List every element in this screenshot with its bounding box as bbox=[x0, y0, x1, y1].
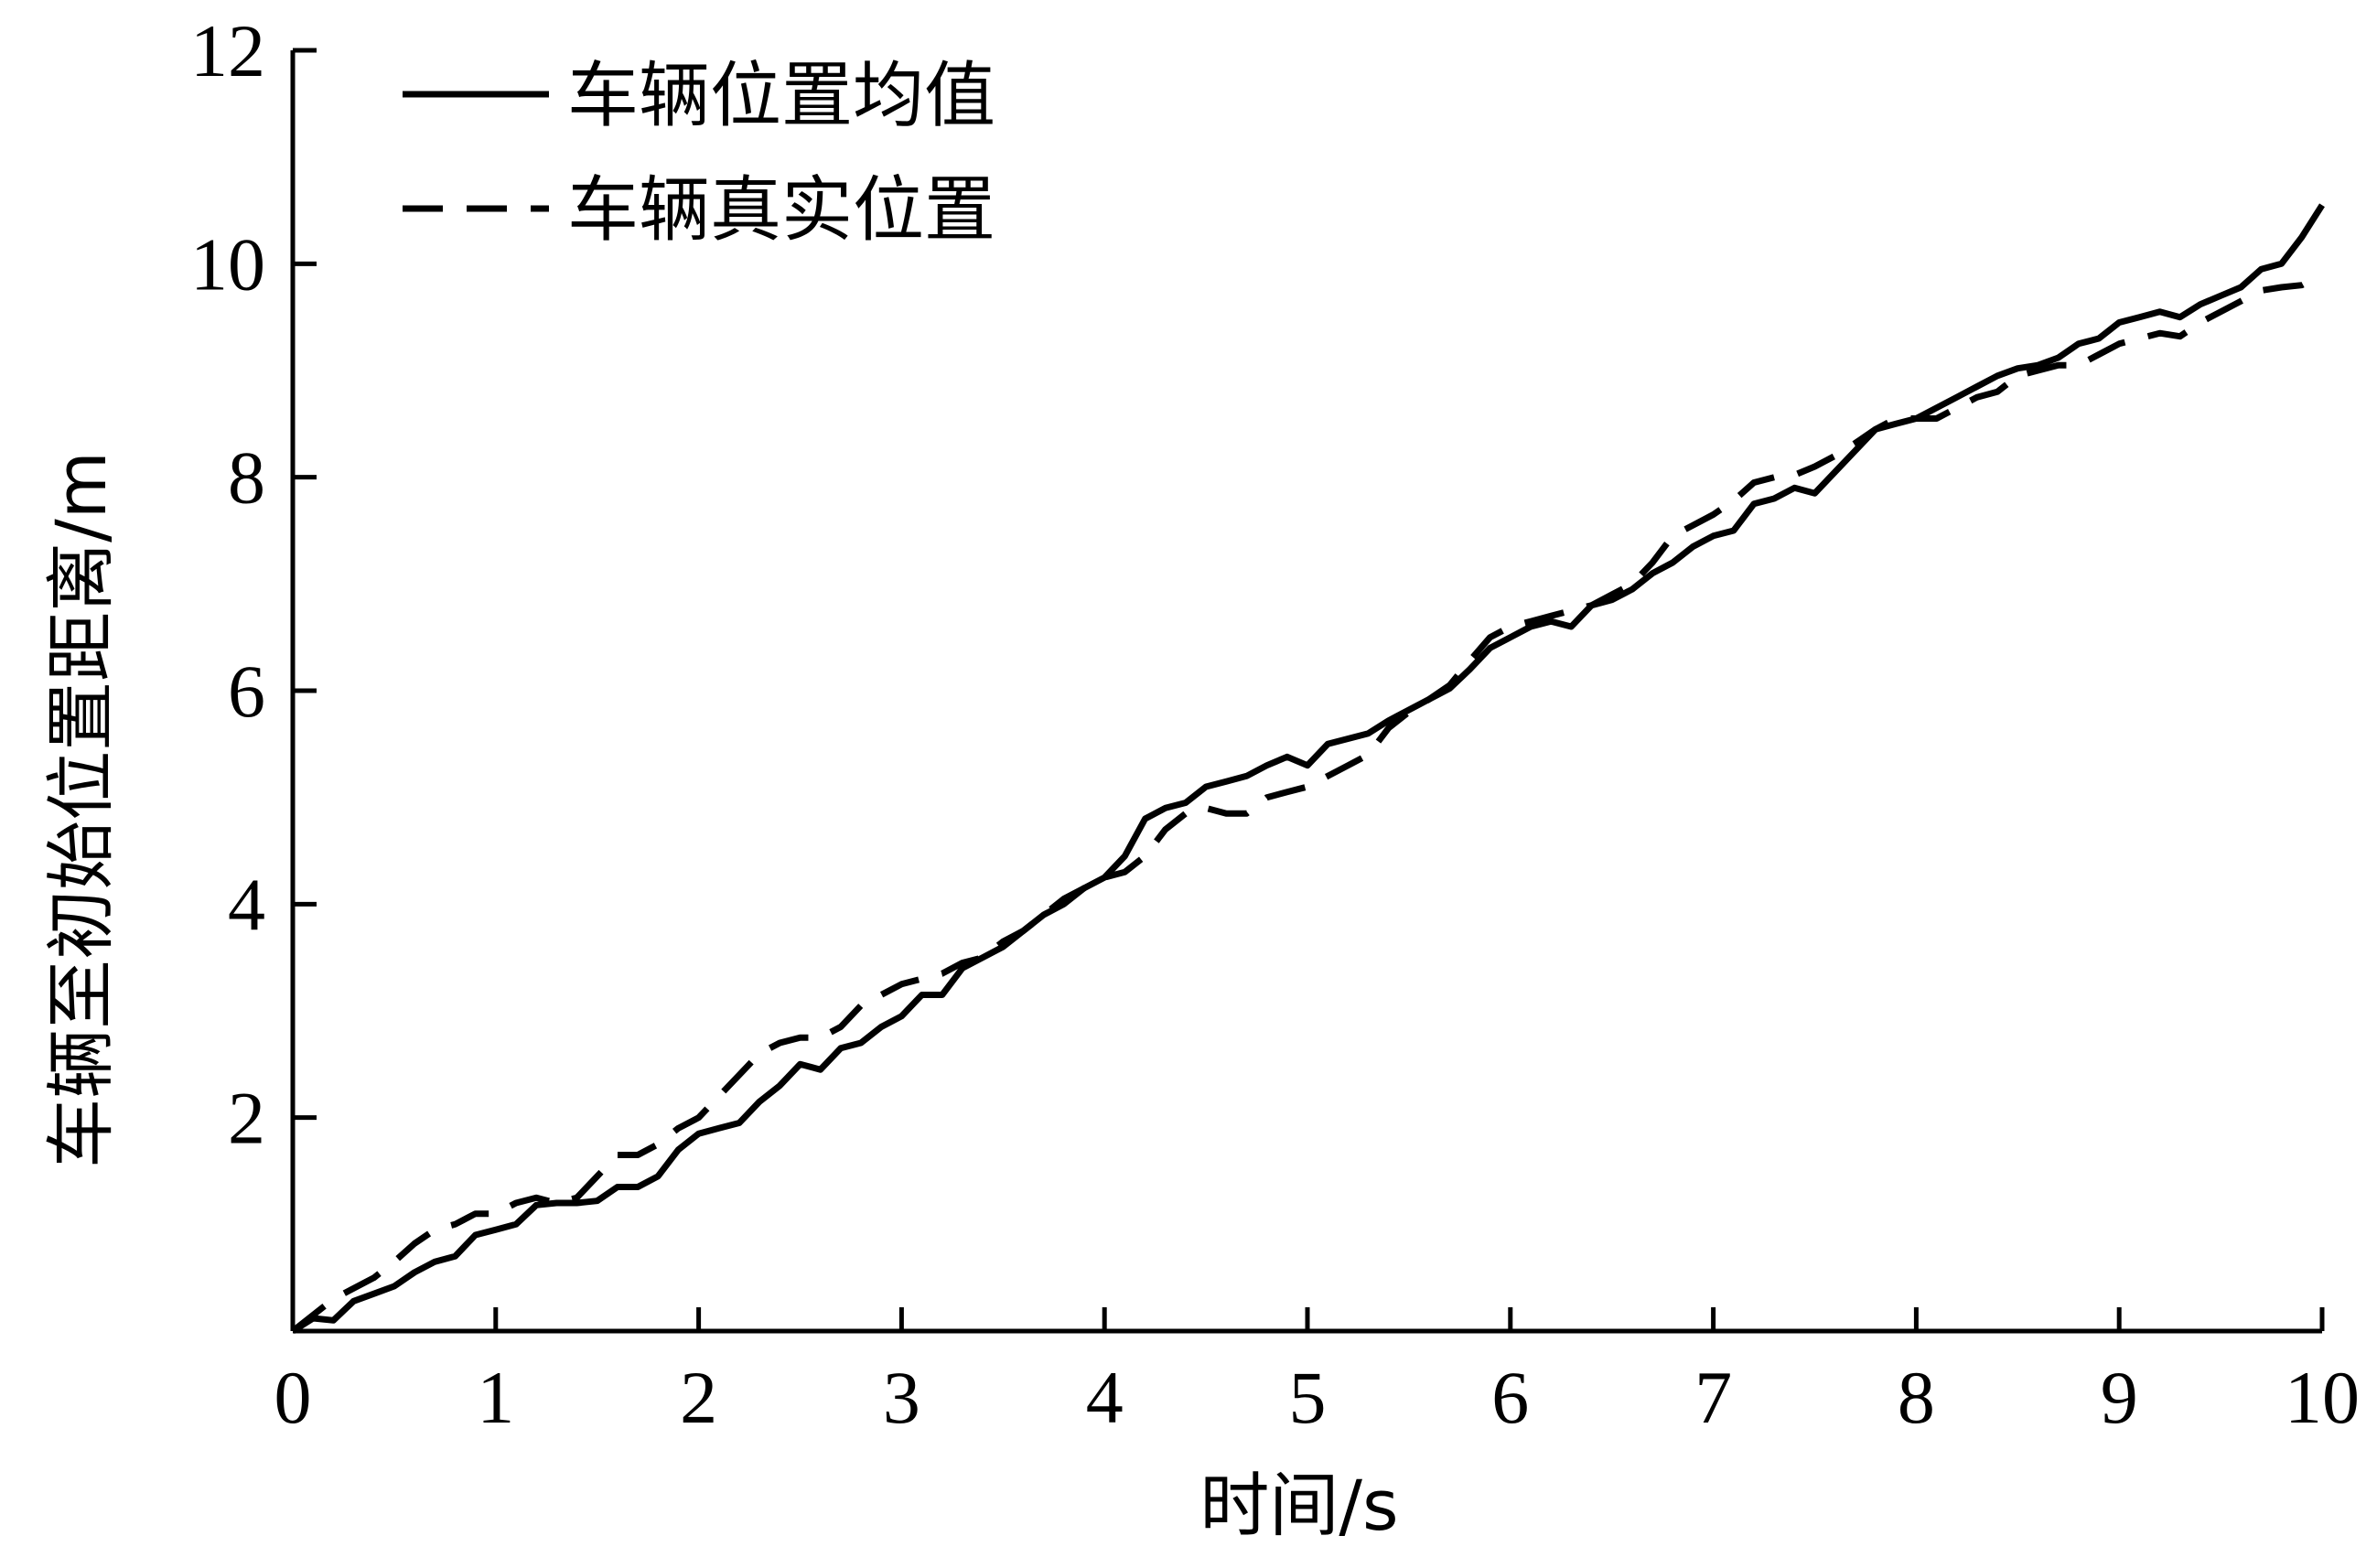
y-tick-label: 6 bbox=[228, 650, 265, 733]
y-tick-label: 8 bbox=[228, 436, 265, 520]
legend-label-true: 车辆真实位置 bbox=[567, 169, 995, 252]
x-tick-label: 6 bbox=[1491, 1356, 1529, 1439]
x-ticks: 0 1 2 3 4 5 6 7 8 9 10 bbox=[274, 1307, 2360, 1439]
x-axis-title: 时间/s bbox=[1199, 1465, 1398, 1546]
x-tick-label: 9 bbox=[2101, 1356, 2138, 1439]
x-tick-label: 10 bbox=[2285, 1356, 2360, 1439]
x-tick-label: 4 bbox=[1086, 1356, 1124, 1439]
x-tick-label: 1 bbox=[477, 1356, 514, 1439]
x-tick-label: 8 bbox=[1898, 1356, 1935, 1439]
series-line-true bbox=[290, 271, 2324, 1334]
legend-label-mean: 车辆位置均值 bbox=[567, 55, 995, 137]
x-tick-label: 5 bbox=[1289, 1356, 1327, 1439]
y-ticks: 2 4 6 8 10 12 bbox=[190, 9, 317, 1160]
x-tick-label: 7 bbox=[1694, 1356, 1732, 1439]
y-tick-label: 4 bbox=[228, 863, 265, 946]
x-tick-label: 0 bbox=[274, 1356, 312, 1439]
x-tick-label: 2 bbox=[680, 1356, 717, 1439]
y-tick-label: 2 bbox=[228, 1077, 265, 1160]
y-axis-title: 车辆至初始位置距离/m bbox=[40, 451, 122, 1168]
y-tick-label: 12 bbox=[190, 9, 265, 92]
x-tick-label: 3 bbox=[883, 1356, 920, 1439]
series-layer bbox=[290, 203, 2325, 1334]
y-tick-label: 10 bbox=[190, 222, 265, 306]
legend: 车辆位置均值 车辆真实位置 bbox=[403, 55, 995, 252]
series-line-mean bbox=[291, 203, 2325, 1334]
